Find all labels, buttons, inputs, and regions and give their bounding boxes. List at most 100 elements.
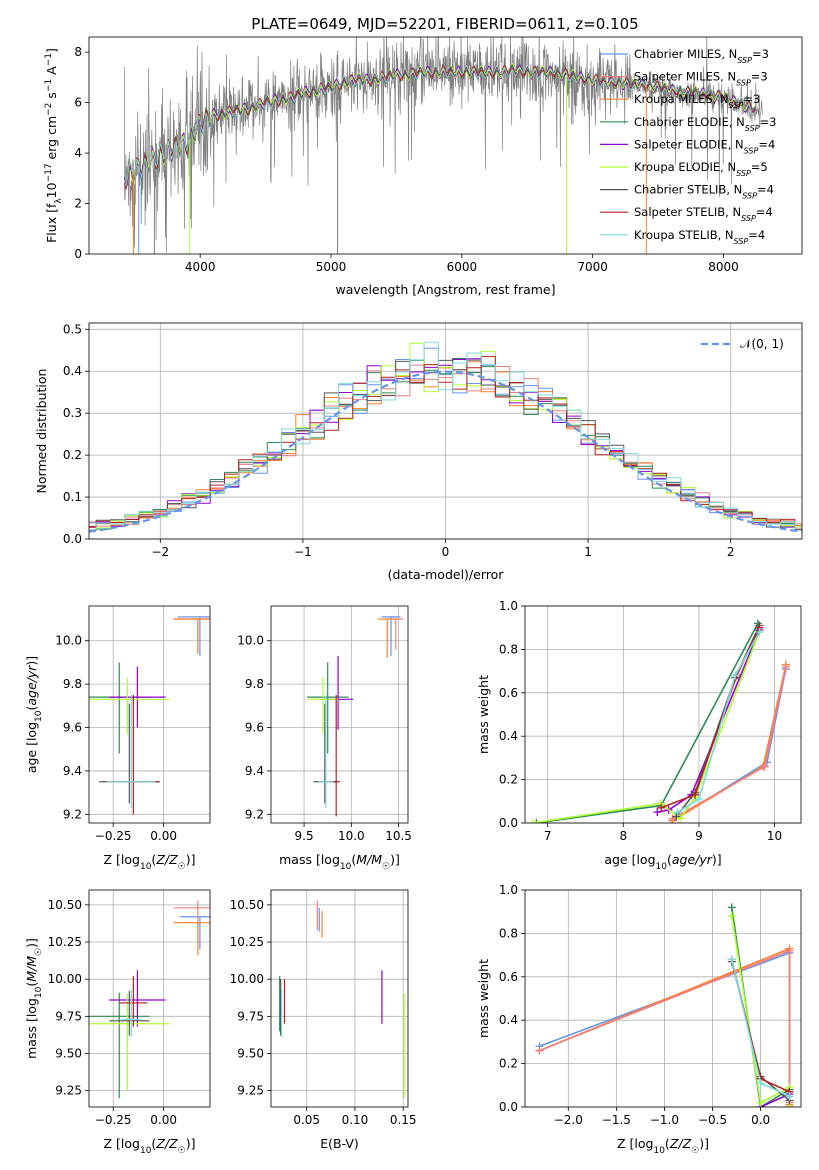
y-tick-label: 0.0 — [499, 816, 518, 830]
x-tick-label: 7000 — [577, 260, 608, 274]
y-tick-label: 9.2 — [245, 807, 264, 821]
point-chabrier-stelib — [99, 703, 160, 804]
legend-sub: SSP — [741, 214, 756, 223]
marker — [785, 946, 794, 955]
legend-entry: Salpeter ELODIE, NSSP=4 — [600, 137, 775, 155]
plot-area — [535, 903, 794, 1107]
x-axis-label: (data-model)/error — [388, 567, 505, 582]
x-tick-label: 10 — [767, 829, 782, 843]
legend-text: Kroupa MILES, N — [634, 92, 729, 106]
label-part: ☉ — [382, 862, 390, 872]
legend-sub: SSP — [734, 236, 749, 245]
x-axis-label: Z [log10(Z/Z☉)] — [104, 852, 196, 872]
marker — [756, 1079, 765, 1088]
y-tick-label: 0.8 — [499, 642, 518, 656]
label-part: ( — [151, 852, 156, 867]
point-salpeter-elodie — [109, 970, 166, 1027]
y-tick-label: 9.50 — [237, 1046, 264, 1060]
y-tick-label: 9.50 — [55, 1046, 82, 1060]
panel-spectrum: 4000 5000 6000 7000 8000 0 2 4 6 8 wavelength [Ang… — [44, 36, 803, 297]
label-part: Flux [f — [44, 203, 59, 243]
axes-frame — [88, 36, 803, 255]
y-tick-label: 1.0 — [499, 599, 518, 613]
point-chabrier-elodie — [306, 662, 349, 754]
x-tick-label: 0.10 — [342, 1113, 369, 1127]
histogram-kroupa-elodie — [89, 342, 802, 529]
legend-sub: SSP — [729, 101, 744, 110]
label-part: age/yr — [672, 852, 713, 867]
legend-entry: Kroupa STELIB, NSSP=4 — [600, 228, 765, 245]
y-tick-label: 10.00 — [48, 972, 82, 986]
x-tick-label: 0.15 — [390, 1113, 417, 1127]
legend-entry: Chabrier MILES, NSSP=3 — [600, 47, 769, 65]
label-part: 10 — [340, 862, 352, 872]
axes-frame — [524, 605, 802, 824]
y-tick-label: 9.25 — [55, 1084, 82, 1098]
x-tick-label: −1.5 — [602, 1113, 631, 1127]
x-axis-label: E(B-V) — [320, 1136, 359, 1151]
label-part: Z/Z — [155, 852, 178, 867]
y-tick-label: 0.1 — [63, 490, 82, 504]
point-kroupa-elodie — [89, 994, 170, 1091]
legend-tail: =3 — [752, 47, 769, 61]
plot-area — [279, 900, 405, 1099]
legend-text: Salpeter ELODIE, N — [634, 137, 744, 151]
series-chabrier-miles — [668, 664, 790, 823]
x-tick-label: 2 — [727, 545, 735, 559]
x-tick-label: 0.0 — [751, 1113, 770, 1127]
label-part: Z [log — [617, 1136, 653, 1151]
point-salpeter-stelib — [107, 694, 160, 815]
plot-area — [306, 616, 404, 817]
label-part: )] — [699, 1136, 709, 1151]
legend-entry: Kroupa MILES, NSSP=3 — [600, 92, 760, 110]
legend-sub: SSP — [736, 169, 751, 178]
y-tick-label: 10.25 — [48, 935, 82, 949]
marker — [785, 1092, 794, 1101]
legend-sub: SSP — [736, 78, 751, 87]
axes-frame — [270, 889, 409, 1108]
label-part: ( — [667, 852, 672, 867]
legend-label: Salpeter STELIB, NSSP=4 — [634, 205, 773, 223]
y-tick-label: 9.25 — [237, 1084, 264, 1098]
legend-label: Chabrier STELIB, NSSP=4 — [634, 183, 774, 201]
point-salpeter-stelib — [119, 976, 148, 1027]
label-part: ( — [665, 1136, 670, 1151]
y-tick-label: 0.2 — [499, 1057, 518, 1071]
x-tick-label: 0 — [442, 545, 450, 559]
y-tick-label: 8 — [74, 45, 82, 59]
x-tick-label: −2 — [151, 545, 169, 559]
y-tick-label: 9.8 — [245, 677, 264, 691]
marker — [727, 903, 736, 912]
y-axis-label: Normed distribution — [34, 369, 49, 494]
legend-text: Chabrier MILES, N — [634, 47, 737, 61]
legend-label: Kroupa ELODIE, NSSP=5 — [634, 160, 768, 178]
legend-sub: SSP — [745, 123, 760, 132]
label-part: 10 — [653, 1146, 665, 1156]
point-kroupa-elodie — [307, 677, 339, 735]
point-chabrier-miles — [177, 616, 210, 656]
y-tick-label: 10.0 — [237, 634, 264, 648]
legend-label: Chabrier MILES, NSSP=3 — [634, 47, 769, 65]
x-tick-label: 9.5 — [295, 829, 314, 843]
y-tick-label: 9.6 — [245, 721, 264, 735]
marker — [672, 812, 681, 821]
marker — [532, 819, 541, 823]
legend-entry: Salpeter STELIB, NSSP=4 — [600, 205, 773, 223]
label-part: ☉ — [178, 1146, 186, 1156]
point-chabrier-elodie — [89, 662, 150, 754]
x-tick-label: 6000 — [447, 260, 478, 274]
x-axis-label: age [log10(age/yr)] — [604, 852, 721, 872]
series-kroupa-elodie — [528, 628, 764, 823]
y-tick-label: 9.4 — [63, 764, 82, 778]
x-axis-label: mass [log10(M/M☉)] — [279, 852, 400, 872]
y-tick-label: 10.50 — [48, 898, 82, 912]
marker — [727, 912, 736, 921]
axes-frame — [270, 605, 409, 824]
x-tick-label: 10.0 — [338, 829, 365, 843]
point-kroupa-miles — [173, 922, 210, 956]
y-axis-label: mass [log10(M/M☉)] — [24, 938, 44, 1059]
label-part: age [log — [24, 722, 39, 773]
